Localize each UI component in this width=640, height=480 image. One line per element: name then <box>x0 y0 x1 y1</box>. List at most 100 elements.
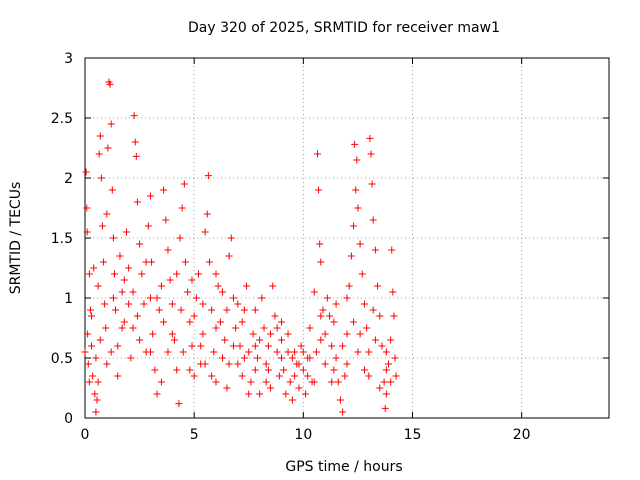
data-point <box>264 366 272 374</box>
data-point <box>350 318 358 326</box>
data-point <box>387 378 395 386</box>
data-point <box>203 210 211 218</box>
data-point <box>92 408 100 416</box>
data-point <box>227 234 235 242</box>
data-point <box>343 294 351 302</box>
data-point <box>390 312 398 320</box>
data-point <box>381 404 389 412</box>
data-point <box>208 306 216 314</box>
data-point <box>83 204 91 212</box>
data-point <box>168 300 176 308</box>
data-point <box>316 240 324 248</box>
data-point <box>284 348 292 356</box>
data-point <box>104 144 112 152</box>
data-point <box>330 318 338 326</box>
data-point <box>321 330 329 338</box>
data-point <box>382 390 390 398</box>
data-point <box>108 186 116 194</box>
data-point <box>225 360 233 368</box>
data-point <box>317 312 325 320</box>
data-point <box>319 306 327 314</box>
data-point <box>116 252 124 260</box>
data-point <box>82 168 90 176</box>
data-point <box>107 348 115 356</box>
data-point <box>332 354 340 362</box>
data-point <box>302 390 310 398</box>
data-point <box>153 294 161 302</box>
data-point <box>177 306 185 314</box>
data-point <box>181 258 189 266</box>
data-point <box>334 378 342 386</box>
data-point <box>312 348 320 356</box>
data-point <box>175 400 183 408</box>
data-point <box>275 372 283 380</box>
data-point <box>387 336 395 344</box>
data-point <box>369 306 377 314</box>
data-point <box>376 384 384 392</box>
data-point <box>130 112 138 120</box>
data-point <box>299 348 307 356</box>
data-point <box>332 300 340 308</box>
data-point <box>147 348 154 356</box>
data-point <box>118 324 126 332</box>
data-point <box>96 132 104 140</box>
data-point <box>94 378 102 386</box>
data-point <box>256 390 264 398</box>
data-point <box>140 300 148 308</box>
data-point <box>310 378 318 386</box>
data-point <box>352 186 360 194</box>
data-point <box>184 288 192 296</box>
data-point <box>330 366 338 374</box>
x-tick-label: 0 <box>81 427 90 443</box>
data-point <box>85 270 93 278</box>
data-point <box>84 330 92 338</box>
data-point <box>341 372 349 380</box>
data-point <box>232 324 240 332</box>
data-point <box>223 306 231 314</box>
data-point <box>247 378 255 386</box>
data-point <box>278 318 285 326</box>
data-point <box>273 324 281 332</box>
data-point <box>127 354 135 362</box>
data-point <box>240 306 248 314</box>
data-point <box>219 288 227 296</box>
data-point <box>291 348 299 356</box>
data-point <box>133 312 141 320</box>
data-point <box>149 330 157 338</box>
data-point <box>205 258 213 266</box>
data-point <box>267 330 275 338</box>
data-point <box>271 312 279 320</box>
data-point <box>88 342 96 350</box>
y-tick-label: 2.5 <box>51 111 73 127</box>
data-point <box>366 134 374 142</box>
data-point <box>251 306 259 314</box>
data-point <box>273 348 281 356</box>
data-point <box>81 348 89 356</box>
data-point <box>384 360 392 368</box>
data-point <box>368 180 376 188</box>
data-point <box>288 354 296 362</box>
data-point <box>234 300 242 308</box>
data-point <box>369 216 377 224</box>
data-point <box>245 348 253 356</box>
data-point <box>251 366 259 374</box>
data-point <box>192 294 200 302</box>
data-point <box>157 282 165 290</box>
y-axis-label: SRMTID / TECUs <box>8 182 24 295</box>
data-point <box>109 234 117 242</box>
data-point <box>88 312 96 320</box>
data-point <box>160 186 168 194</box>
data-point <box>328 342 336 350</box>
data-point <box>164 246 172 254</box>
data-point <box>382 348 390 356</box>
data-point <box>118 288 126 296</box>
data-point <box>216 318 224 326</box>
data-point <box>176 234 184 242</box>
data-point <box>234 360 242 368</box>
data-point <box>256 336 264 344</box>
data-point <box>144 222 152 230</box>
data-point <box>114 372 122 380</box>
data-point <box>103 360 111 368</box>
data-point <box>240 354 248 362</box>
data-point <box>97 174 105 182</box>
